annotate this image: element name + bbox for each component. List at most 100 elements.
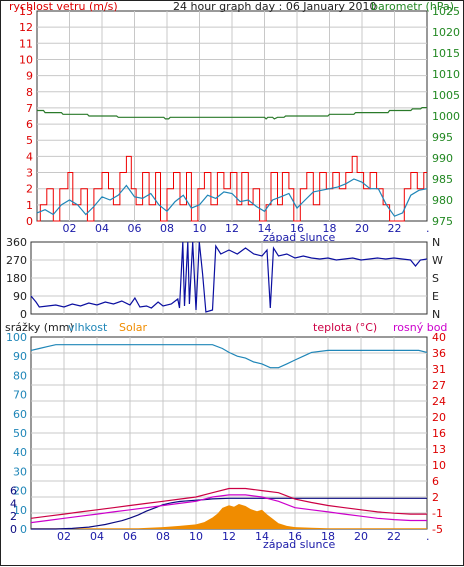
humidity-tick-label: 30 bbox=[13, 465, 27, 478]
hour-tick-label: 10 bbox=[193, 222, 207, 235]
y-tick-label: 1005 bbox=[432, 89, 460, 102]
hour-tick-label: 06 bbox=[128, 222, 142, 235]
hour-tick-label: . bbox=[426, 222, 430, 235]
sunset-caption: západ slunce bbox=[263, 231, 335, 244]
hour-tick-label: 04 bbox=[90, 530, 104, 543]
temperature-axis: -5 -1 2 6 10 13 16 20 24 27 31 36 40 bbox=[432, 331, 446, 536]
barometer-label: barometr (hPa) bbox=[371, 1, 454, 13]
y-tick-label: E bbox=[432, 290, 439, 303]
y-tick-label: W bbox=[432, 254, 443, 267]
y-tick-label: N bbox=[432, 308, 440, 321]
y-tick-label: 20 bbox=[432, 411, 446, 424]
hour-tick-label: 14 bbox=[255, 530, 269, 543]
humidity-line bbox=[30, 344, 428, 369]
y-tick-label: N bbox=[432, 236, 440, 249]
y-tick-label: 40 bbox=[432, 331, 446, 344]
humidity-tick-label: 80 bbox=[13, 369, 27, 382]
wind-speed-label: rychlost vetru (m/s) bbox=[9, 1, 118, 13]
humidity-tick-label: 0 bbox=[20, 523, 27, 536]
y-tick-label: S bbox=[432, 272, 439, 285]
wind-direction-series bbox=[30, 241, 428, 313]
y-tick-label: 985 bbox=[432, 173, 453, 186]
hour-tick-label: 18 bbox=[323, 222, 337, 235]
hour-tick-label: 22 bbox=[387, 530, 401, 543]
barometer-line bbox=[37, 107, 427, 120]
y-tick-label: 1025 bbox=[432, 5, 460, 18]
temperature-line bbox=[30, 487, 427, 519]
y-tick-label: 27 bbox=[432, 379, 446, 392]
rain-tick-label: 6 bbox=[10, 485, 17, 498]
hour-tick-label: 12 bbox=[225, 222, 239, 235]
wind-baro-series bbox=[36, 107, 428, 222]
y-tick-label: 4 bbox=[26, 150, 33, 163]
humidity-tick-label: 10 bbox=[13, 504, 27, 517]
y-tick-label: 1000 bbox=[432, 110, 460, 123]
y-tick-label: 12 bbox=[19, 21, 33, 34]
y-tick-label: 1 bbox=[26, 199, 33, 212]
wind-baro-hour-labels: 02 04 06 08 10 12 14 16 18 20 22. bbox=[63, 222, 430, 235]
y-tick-label: 2 bbox=[432, 491, 439, 504]
humidity-tick-label: 70 bbox=[13, 389, 27, 402]
rain-tick-label: 4 bbox=[10, 497, 17, 510]
y-tick-label: 6 bbox=[432, 475, 439, 488]
humidity-tick-label: 20 bbox=[13, 485, 27, 498]
hour-tick-label: 12 bbox=[222, 530, 236, 543]
humidity-tick-label: 50 bbox=[13, 427, 27, 440]
y-tick-label: -5 bbox=[432, 523, 443, 536]
y-tick-label: 31 bbox=[432, 363, 446, 376]
hour-tick-label: 08 bbox=[160, 222, 174, 235]
wind-direction-line bbox=[30, 241, 428, 313]
humidity-temp-grid bbox=[31, 337, 427, 529]
y-tick-label: 5 bbox=[26, 134, 33, 147]
y-tick-label: -1 bbox=[432, 507, 443, 520]
y-tick-label: 13 bbox=[19, 5, 33, 18]
y-tick-label: 90 bbox=[13, 290, 27, 303]
y-tick-label: 24 bbox=[432, 395, 446, 408]
y-tick-label: 36 bbox=[432, 347, 446, 360]
hour-tick-label: 02 bbox=[63, 222, 77, 235]
hour-tick-label: 14 bbox=[258, 222, 272, 235]
humidity-tick-label: 100 bbox=[6, 331, 27, 344]
humidity-tick-label: 60 bbox=[13, 408, 27, 421]
humidity-tick-label: 40 bbox=[13, 446, 27, 459]
hour-tick-label: 06 bbox=[123, 530, 137, 543]
graph-title: 24 hour graph day : 06 January 2010 bbox=[173, 1, 377, 13]
y-tick-label: 2 bbox=[26, 183, 33, 196]
wind-gust-line bbox=[37, 155, 427, 222]
y-tick-label: 1015 bbox=[432, 47, 460, 60]
hour-tick-label: 04 bbox=[95, 222, 109, 235]
hour-tick-label: 10 bbox=[189, 530, 203, 543]
rain-tick-label: 2 bbox=[10, 510, 17, 523]
hour-tick-label: 02 bbox=[57, 530, 71, 543]
y-tick-label: 10 bbox=[19, 53, 33, 66]
y-tick-label: 6 bbox=[26, 118, 33, 131]
rain-line bbox=[31, 497, 427, 530]
solar-label: Solar bbox=[119, 321, 148, 334]
sunset-caption-bottom: západ slunce bbox=[263, 538, 335, 551]
y-tick-label: 270 bbox=[6, 254, 27, 267]
y-tick-label: 16 bbox=[432, 427, 446, 440]
humidity-label: vlhkost bbox=[68, 321, 108, 334]
hour-tick-label: 20 bbox=[355, 222, 369, 235]
hour-tick-label: 16 bbox=[290, 222, 304, 235]
barometer-axis: 975 980 985 990 995 1000 1005 1010 1015 1020 1025 bbox=[432, 5, 460, 228]
hour-tick-label: . bbox=[426, 530, 430, 543]
y-tick-label: 990 bbox=[432, 152, 453, 165]
y-tick-label: 995 bbox=[432, 131, 453, 144]
temperature-label: teplota (°C) bbox=[313, 321, 377, 334]
dew-point-label: rosný bod bbox=[393, 321, 447, 334]
y-tick-label: 980 bbox=[432, 194, 453, 207]
y-tick-label: 11 bbox=[19, 37, 33, 50]
y-tick-label: 0 bbox=[26, 215, 33, 228]
y-tick-label: 13 bbox=[432, 443, 446, 456]
hour-tick-label: 16 bbox=[288, 530, 302, 543]
humidity-temp-series bbox=[30, 344, 428, 530]
hour-tick-label: 18 bbox=[321, 530, 335, 543]
